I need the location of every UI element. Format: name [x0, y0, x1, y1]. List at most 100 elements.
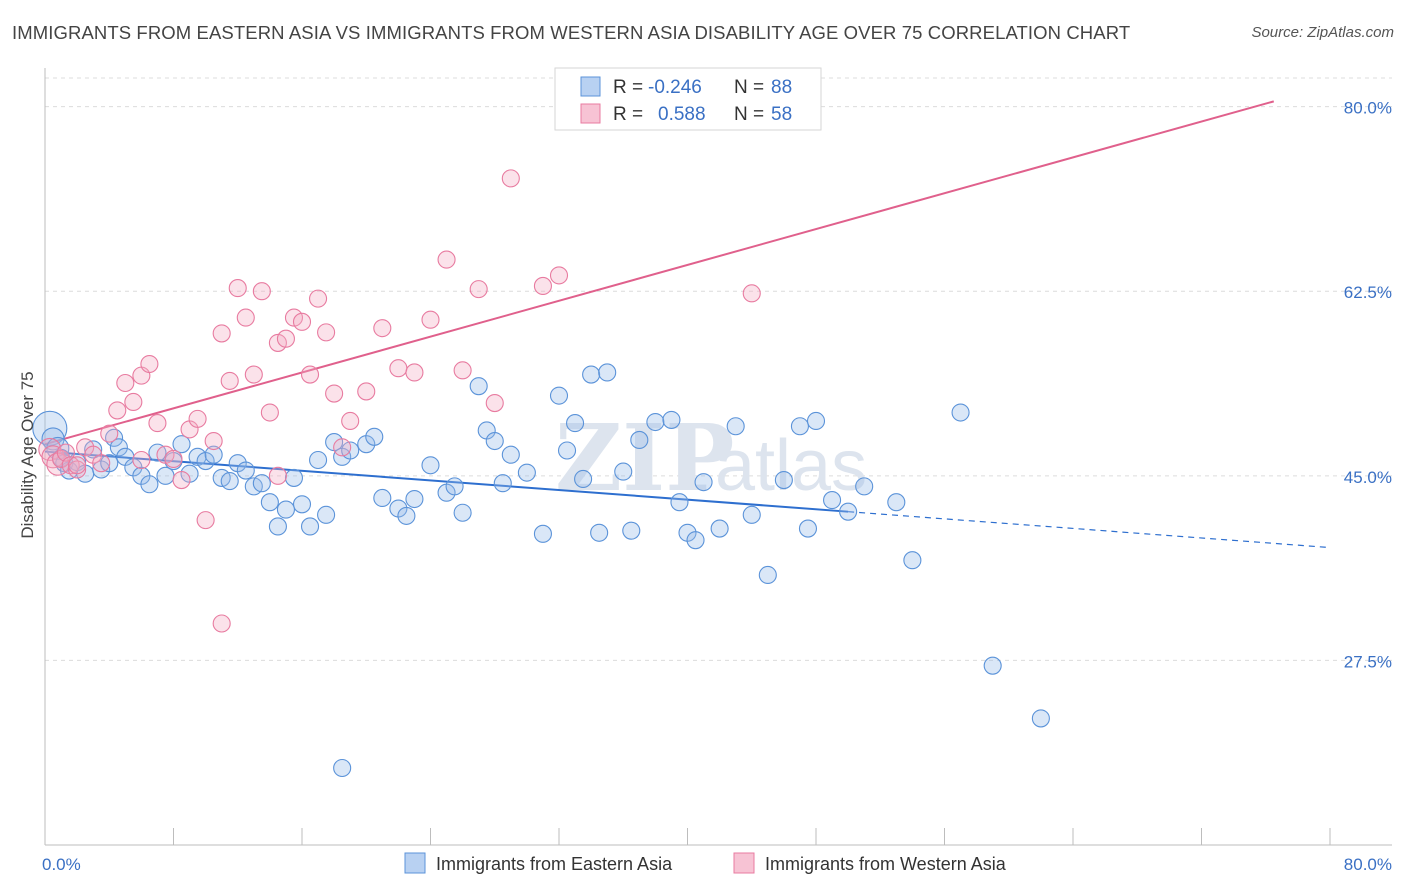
- point-western-asia-30: [260, 403, 279, 422]
- series-legend-label-blue: Immigrants from Eastern Asia: [436, 854, 673, 874]
- point-eastern-asia-38: [317, 505, 336, 524]
- point-western-asia-42: [373, 319, 392, 338]
- axes: [44, 68, 1392, 846]
- point-eastern-asia-47: [405, 489, 424, 509]
- watermark-atlas: atlas: [715, 426, 867, 506]
- point-western-asia-25: [220, 371, 239, 390]
- point-western-asia-39: [333, 438, 352, 457]
- point-eastern-asia-50: [445, 477, 464, 496]
- point-eastern-asia-59: [549, 386, 569, 405]
- point-western-asia-16: [148, 414, 167, 433]
- x-tick-label-0: 0.0%: [42, 855, 81, 874]
- point-western-asia-46: [437, 250, 456, 269]
- point-western-asia-27: [236, 308, 255, 327]
- legend-r-label-blue: R =: [613, 77, 643, 98]
- point-eastern-asia-56: [501, 445, 520, 464]
- point-western-asia-47: [453, 361, 472, 380]
- point-eastern-asia-20: [172, 435, 191, 454]
- point-western-asia-33: [284, 308, 304, 327]
- point-western-asia-9: [92, 454, 111, 473]
- y-tick-label-3: 80.0%: [1344, 99, 1392, 118]
- point-western-asia-40: [341, 411, 360, 431]
- point-eastern-asia-79: [774, 470, 793, 490]
- point-eastern-asia-76: [726, 417, 745, 436]
- point-eastern-asia-36: [300, 517, 320, 536]
- point-western-asia-17: [156, 445, 175, 464]
- point-western-asia-51: [533, 276, 552, 296]
- source-credit: Source: ZipAtlas.com: [1251, 24, 1394, 41]
- legend-n-value-pink: 58: [771, 104, 792, 125]
- point-western-asia-13: [124, 392, 143, 412]
- point-western-asia-18: [164, 449, 183, 468]
- legend-swatch-blue: [580, 76, 601, 97]
- point-western-asia-11: [108, 401, 127, 420]
- point-eastern-asia-71: [670, 493, 689, 512]
- point-eastern-asia-64: [590, 523, 609, 542]
- point-eastern-asia-73: [686, 531, 705, 550]
- point-eastern-asia-74: [694, 473, 713, 492]
- point-eastern-asia-52: [469, 377, 488, 396]
- point-western-asia-32: [276, 329, 295, 348]
- point-eastern-asia-83: [823, 491, 842, 510]
- point-eastern-asia-32: [268, 517, 287, 536]
- point-eastern-asia-31: [260, 493, 279, 512]
- series-legend: Immigrants from Eastern Asia Immigrants …: [404, 852, 1007, 874]
- point-eastern-asia-57: [517, 463, 536, 482]
- point-western-asia-10: [100, 424, 119, 443]
- point-eastern-asia-62: [574, 469, 593, 489]
- point-western-asia-44: [405, 363, 424, 382]
- point-western-asia-37: [317, 323, 336, 342]
- point-eastern-asia-89: [333, 758, 352, 778]
- point-eastern-asia-46: [397, 506, 416, 525]
- point-eastern-asia-58: [533, 524, 552, 543]
- point-eastern-asia-54: [485, 431, 504, 451]
- point-western-asia-24: [212, 324, 231, 343]
- trend-lines: [44, 100, 1331, 549]
- point-western-asia-38: [325, 384, 344, 403]
- point-eastern-asia-65: [598, 363, 617, 382]
- point-eastern-asia-34: [284, 468, 304, 487]
- point-eastern-asia-12: [109, 438, 128, 457]
- point-western-asia-34: [292, 312, 312, 331]
- legend-r-value-pink: 0.588: [658, 104, 706, 125]
- point-eastern-asia-33: [276, 500, 295, 519]
- point-eastern-asia-84: [855, 477, 874, 496]
- legend-n-value-blue: 88: [771, 77, 792, 98]
- watermark-zip: ZIP: [555, 404, 734, 512]
- point-eastern-asia-55: [493, 474, 512, 493]
- point-western-asia-29: [252, 282, 271, 301]
- point-eastern-asia-85: [903, 551, 922, 570]
- point-western-asia-43: [389, 359, 408, 378]
- point-western-asia-21: [188, 409, 207, 428]
- point-western-asia-12: [116, 373, 135, 393]
- point-western-asia-28: [244, 365, 263, 384]
- point-eastern-asia-80: [790, 417, 809, 436]
- point-eastern-asia-86: [951, 403, 970, 422]
- point-eastern-asia-70: [662, 410, 681, 429]
- point-eastern-asia-43: [365, 427, 384, 446]
- y-tick-label-0: 27.5%: [1344, 652, 1392, 671]
- point-eastern-asia-88: [1031, 709, 1050, 728]
- point-eastern-asia-24: [204, 445, 223, 464]
- series-legend-swatch-blue: [404, 852, 426, 874]
- legend-n-label-blue: N =: [734, 77, 764, 98]
- legend-n-label-pink: N =: [734, 104, 764, 125]
- point-eastern-asia-44: [373, 488, 392, 508]
- point-western-asia-53: [212, 614, 231, 633]
- trend-line-eastern-asia-extension: [848, 511, 1331, 549]
- point-western-asia-41: [357, 382, 376, 401]
- point-eastern-asia-69: [646, 412, 665, 432]
- point-eastern-asia-37: [309, 450, 328, 470]
- legend-r-label-pink: R =: [613, 104, 643, 125]
- point-western-asia-35: [300, 365, 320, 384]
- series-legend-swatch-pink: [733, 852, 755, 874]
- point-eastern-asia-61: [566, 414, 585, 433]
- point-eastern-asia-67: [622, 521, 641, 540]
- point-eastern-asia-22: [188, 447, 207, 466]
- point-eastern-asia-82: [806, 411, 826, 431]
- point-eastern-asia-60: [557, 441, 577, 460]
- y-axis-label: Disability Age Over 75: [18, 371, 37, 538]
- point-eastern-asia-51: [453, 503, 472, 522]
- y-tick-label-1: 45.0%: [1344, 468, 1392, 487]
